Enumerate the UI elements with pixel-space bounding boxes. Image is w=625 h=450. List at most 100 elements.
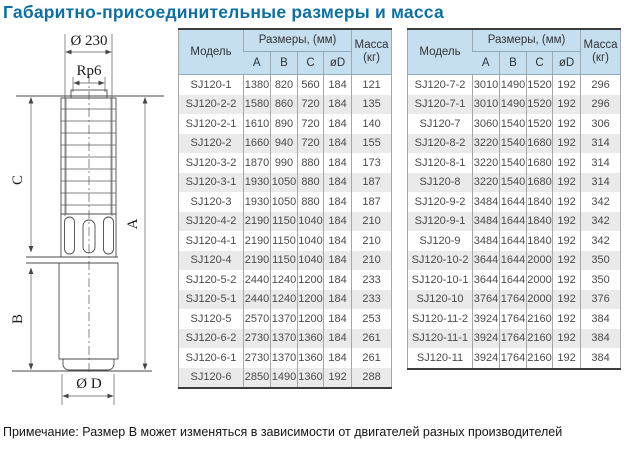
value-cell: 350 (580, 250, 621, 270)
value-cell: 1680 (526, 172, 553, 192)
value-cell: 1930 (243, 192, 271, 212)
table-row: SJ120-8-1 3220 1540 1680 192 314 (408, 153, 621, 173)
value-cell: 192 (551, 153, 581, 173)
value-cell: 3924 (472, 348, 500, 369)
value-cell: 1520 (526, 114, 553, 134)
value-cell: 296 (580, 94, 621, 114)
value-cell: 3924 (472, 328, 500, 348)
model-cell: SJ120-10-1 (411, 273, 469, 286)
value-cell: 1930 (243, 172, 271, 192)
value-cell: 184 (322, 153, 352, 173)
table-row: SJ120-8-2 3220 1540 1680 192 314 (407, 133, 621, 153)
value-cell: 184 (322, 114, 352, 134)
table-row: SJ120-7-1 3010 1490 1520 192 296 (407, 94, 621, 114)
cable-guard-right (103, 216, 114, 255)
value-cell: 192 (551, 328, 581, 348)
column-header-a: A (472, 51, 500, 75)
value-cell: 1040 (297, 211, 324, 231)
value-cell: 1680 (526, 153, 553, 173)
model-cell: SJ120-3 (190, 195, 232, 208)
model-cell: SJ120-7 (419, 117, 461, 130)
value-cell: 1370 (270, 348, 298, 368)
value-cell: 192 (551, 94, 581, 114)
model-cell: SJ120-6-2 (185, 332, 237, 345)
suction-screen (82, 219, 96, 254)
value-cell: 184 (322, 328, 352, 348)
value-cell: 184 (322, 270, 352, 290)
value-cell: 1150 (270, 211, 298, 231)
model-cell: SJ120-7-2 (414, 78, 466, 91)
table-header: Модель Размеры, (мм) Масса (кг) A B C øD (407, 29, 621, 75)
table-row: SJ120-6 2850 1490 1360 192 288 (178, 367, 392, 388)
value-cell: 306 (580, 114, 621, 134)
value-cell: 2160 (526, 348, 553, 369)
value-cell: 3220 (472, 153, 500, 173)
value-cell: 3484 (472, 192, 500, 212)
value-cell: 1370 (270, 309, 298, 329)
model-cell: SJ120-4 (190, 254, 232, 267)
value-cell: 940 (270, 133, 298, 153)
column-header-a: A (243, 51, 271, 75)
thread-label: Rp6 (76, 63, 102, 79)
value-cell: 184 (322, 289, 352, 309)
stage-ribs (61, 108, 116, 206)
value-cell: 314 (580, 172, 621, 192)
value-cell: 1490 (499, 74, 527, 95)
value-cell: 173 (351, 153, 392, 173)
model-cell: SJ120-5-2 (185, 273, 237, 286)
value-cell: 1360 (297, 367, 324, 388)
model-cell: SJ120-6 (190, 371, 232, 384)
table-row: SJ120-11-2 3924 1764 2160 192 384 (408, 309, 621, 329)
value-cell: 192 (551, 250, 581, 270)
pump-stage-body (60, 97, 117, 215)
table-row: SJ120-9 3484 1644 1840 192 342 (408, 231, 621, 251)
value-cell: 314 (580, 133, 621, 153)
motor-body (58, 262, 119, 360)
value-cell: 261 (351, 328, 392, 348)
value-cell: 3764 (472, 289, 500, 309)
value-cell: 880 (297, 153, 324, 173)
value-cell: 1870 (243, 153, 271, 173)
value-cell: 121 (351, 74, 392, 95)
value-cell: 192 (551, 133, 581, 153)
table-row: SJ120-2-1 1610 890 720 184 140 (179, 114, 392, 134)
model-cell: SJ120-8 (419, 176, 461, 189)
value-cell: 3060 (472, 114, 500, 134)
value-cell: 192 (551, 231, 581, 251)
column-header-b: B (499, 51, 527, 75)
cable-guard-left (64, 216, 75, 255)
value-cell: 3484 (472, 211, 500, 231)
well-diameter-label: Ø 230 (70, 33, 107, 49)
value-cell: 384 (580, 348, 621, 369)
value-cell: 184 (322, 74, 352, 95)
value-cell: 1520 (526, 74, 553, 95)
table-row: SJ120-3-1 1930 1050 880 184 187 (178, 172, 392, 192)
value-cell: 1644 (499, 231, 527, 251)
value-cell: 3644 (472, 270, 500, 290)
value-cell: 560 (297, 74, 324, 95)
spec-table-left: Модель Размеры, (мм) Масса (кг) A B C øD… (178, 28, 393, 389)
value-cell: 210 (351, 250, 392, 270)
table-row: SJ120-11 3924 1764 2160 192 384 (408, 348, 621, 369)
value-cell: 1200 (297, 309, 324, 329)
dim-b-label: B (10, 314, 26, 324)
table-row: SJ120-5-1 2440 1240 1200 184 233 (178, 289, 392, 309)
model-cell: SJ120-8-2 (414, 137, 466, 150)
value-cell: 192 (551, 348, 581, 369)
value-cell: 1050 (270, 172, 298, 192)
value-cell: 184 (322, 250, 352, 270)
mass-label: Масса (583, 39, 618, 52)
value-cell: 1360 (297, 348, 324, 368)
value-cell: 1764 (499, 309, 527, 329)
value-cell: 3644 (472, 250, 500, 270)
value-cell: 1840 (526, 192, 553, 212)
table-row: SJ120-3-2 1870 990 880 184 173 (179, 153, 392, 173)
value-cell: 880 (297, 192, 324, 212)
column-header-b: B (270, 51, 298, 75)
value-cell: 376 (580, 289, 621, 309)
value-cell: 1490 (270, 367, 298, 388)
model-cell: SJ120-2-2 (185, 98, 237, 111)
value-cell: 1680 (526, 133, 553, 153)
value-cell: 1520 (526, 94, 553, 114)
value-cell: 1764 (499, 289, 527, 309)
